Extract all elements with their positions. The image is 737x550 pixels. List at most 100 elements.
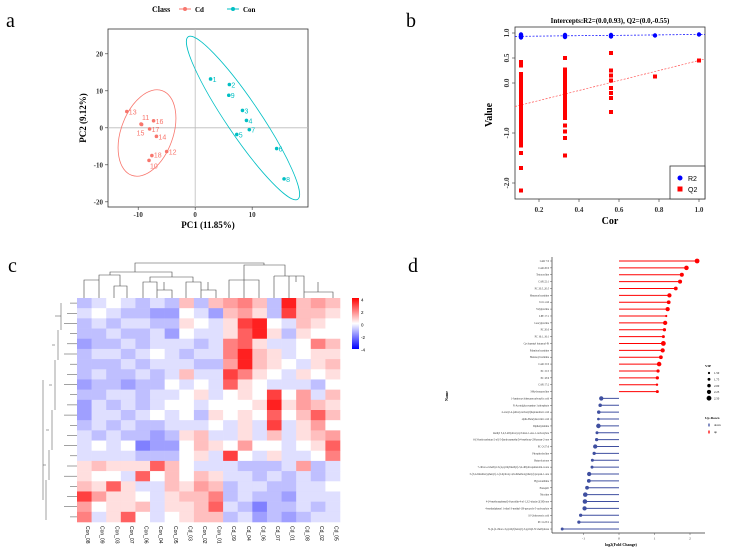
heatmap-cell: [135, 359, 151, 370]
y-tick-label: 0.5: [503, 53, 511, 62]
point-label: 8: [286, 177, 290, 184]
heatmap-cell: [77, 501, 92, 513]
row-dendrogram: [42, 302, 77, 520]
heatmap-cell: [208, 379, 224, 390]
heatmap-cell: [266, 298, 282, 309]
confidence-ellipse-cd: [117, 89, 177, 177]
heatmap-cell: [266, 318, 282, 329]
heatmap-cell: [325, 359, 341, 370]
point-con: [240, 108, 245, 113]
legend-marker-r2: [677, 175, 683, 181]
heatmap-cell: [106, 399, 122, 411]
column-label: Cd_09: [230, 526, 236, 541]
heatmap-cell: [179, 308, 195, 319]
lollipop-row: PC O-23:2: [538, 520, 619, 524]
heatmap-cell: [193, 450, 209, 462]
column-label: Con_07: [128, 526, 134, 544]
q2-point: [563, 136, 567, 140]
lollipop-dot: [662, 328, 667, 332]
heatmap-cell: [164, 318, 180, 329]
lollipop-dot: [660, 341, 666, 346]
heatmap-cell: [252, 460, 268, 472]
heatmap-cell: [164, 471, 180, 482]
heatmap-cell: [296, 501, 312, 513]
heatmap-cell: [208, 440, 224, 452]
heatmap-cell: [223, 430, 239, 441]
point-label: 10: [150, 163, 158, 170]
heatmap-cell: [223, 460, 239, 472]
heatmap-cell: [164, 298, 180, 309]
permutation-test-plot: Intercepts:R2=(0.0,0.93), Q2=(0.0,-0.55)…: [484, 17, 706, 227]
q2-point: [519, 104, 523, 109]
q2-point: [519, 77, 523, 81]
legend-vip-label: 2.50: [714, 396, 720, 400]
q2-point: [563, 97, 567, 101]
heatmap-cell: [252, 501, 268, 513]
heatmap-cell: [179, 511, 195, 523]
heatmap-cell: [179, 348, 195, 360]
heatmap-cell: [193, 491, 209, 502]
chart-title: Intercepts:R2=(0.0,0.93), Q2=(0.0,-0.55): [551, 17, 670, 25]
q2-point: [563, 67, 567, 72]
heatmap-cell: [325, 379, 341, 390]
heatmap-cell: [208, 399, 224, 411]
x-tick-label: 0.8: [655, 206, 664, 214]
heatmap-cell: [106, 420, 122, 431]
heatmap-cell: [208, 369, 224, 380]
heatmap-cell: [193, 338, 209, 350]
column-label: Con_03: [113, 526, 119, 544]
legend-vip-marker: [707, 383, 711, 388]
point-con: [234, 132, 239, 137]
x-tick-label: 2: [689, 537, 691, 541]
heatmap-cell: [120, 460, 136, 472]
heatmap-cell: [325, 460, 341, 472]
metabolite-label: LPE 17:1: [539, 315, 550, 318]
heatmap-cell: [135, 308, 151, 319]
heatmap-cell: [223, 298, 239, 309]
heatmap-cell: [193, 389, 209, 401]
heatmap-cell: [135, 491, 151, 502]
heatmap-cell: [296, 399, 312, 411]
heatmap-cell: [120, 471, 136, 482]
lollipop-row: CAR 22:1: [538, 279, 683, 284]
point-cd: [147, 127, 152, 131]
heatmap-cell: [77, 481, 92, 492]
heatmap-cell: [223, 501, 239, 513]
heatmap-cell: [281, 450, 297, 462]
q2-point: [519, 72, 523, 76]
heatmap-cell: [223, 389, 239, 401]
heatmap-cell: [193, 399, 209, 411]
heatmap-cell: [325, 410, 341, 421]
heatmap-cell: [135, 298, 151, 309]
heatmap-cell: [179, 338, 195, 350]
legend-updown-label: down: [714, 423, 721, 427]
heatmap-cell: [296, 328, 312, 340]
heatmap-cell: [223, 450, 239, 462]
heatmap-cell: [135, 481, 151, 492]
column-label: Con_05: [172, 526, 178, 544]
x-tick-label: -10: [134, 211, 144, 219]
heatmap-cell: [266, 389, 282, 401]
heatmap-cell: [193, 348, 209, 360]
heatmap-cell: [77, 471, 92, 482]
metabolite-label: PC 15:5: [541, 370, 550, 373]
column-label: Con_09: [99, 526, 105, 544]
heatmap-cell: [135, 369, 151, 380]
heatmap-cell: [164, 511, 180, 523]
heatmap-cell: [252, 298, 268, 309]
q2-point: [563, 116, 567, 120]
panel-label-b: b: [406, 10, 416, 32]
heatmap-cell: [310, 491, 326, 502]
heatmap-cell: [150, 410, 165, 421]
q2-point: [563, 75, 567, 79]
heatmap-cell: [164, 399, 180, 411]
heatmap-cell: [120, 298, 136, 309]
q2-point: [609, 91, 613, 95]
heatmap-cell: [281, 389, 297, 401]
heatmap-cell: [135, 328, 151, 340]
legend: R2 Q2: [669, 165, 706, 200]
point-cd: [154, 134, 159, 139]
q2-point: [519, 116, 523, 120]
